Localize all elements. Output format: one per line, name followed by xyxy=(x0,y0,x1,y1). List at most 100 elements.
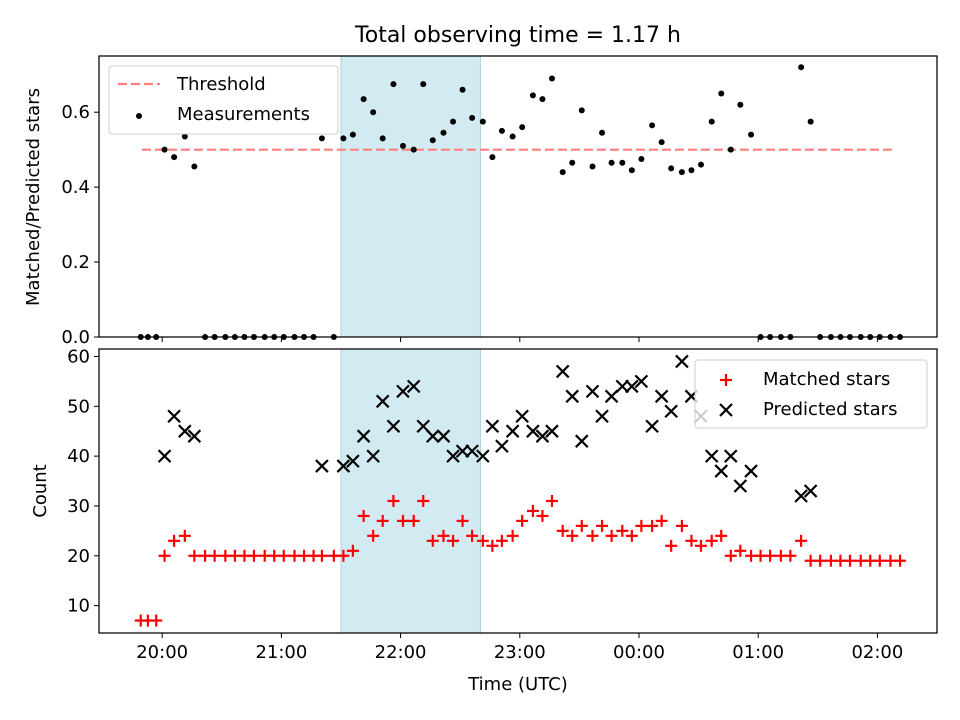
matched-point xyxy=(605,529,618,542)
measurement-point xyxy=(410,146,417,153)
matched-point xyxy=(795,534,808,547)
matched-point xyxy=(168,534,181,547)
measurement-point xyxy=(737,101,744,108)
measurement-point xyxy=(718,90,725,97)
measurement-point xyxy=(628,167,635,174)
count-legend-box xyxy=(694,359,928,429)
matched-point xyxy=(694,539,707,552)
matched-point xyxy=(367,529,380,542)
matched-point xyxy=(545,494,558,507)
matched-point xyxy=(150,614,163,627)
matched-point xyxy=(635,519,648,532)
measurement-point xyxy=(450,118,457,125)
legend-predicted-swatch xyxy=(719,403,733,417)
matched-point xyxy=(396,514,409,527)
predicted-point xyxy=(406,379,421,394)
matched-point xyxy=(784,549,797,562)
matched-point xyxy=(357,509,370,522)
matched-point xyxy=(665,539,678,552)
measurement-point xyxy=(318,135,325,142)
measurement-point xyxy=(489,154,496,161)
measurement-point xyxy=(349,131,356,138)
measurement-point xyxy=(548,75,555,82)
matched-point xyxy=(566,529,579,542)
chart-title: Total observing time = 1.17 h xyxy=(354,23,681,48)
matched-point xyxy=(734,544,747,557)
y-tick-label: 60 xyxy=(67,346,90,367)
matched-point xyxy=(516,514,529,527)
predicted-point xyxy=(485,419,500,434)
legend-predicted-label: Predicted stars xyxy=(763,399,897,420)
predicted-point xyxy=(574,434,589,448)
legend-threshold-label: Threshold xyxy=(176,74,266,95)
matched-point xyxy=(873,554,886,567)
predicted-point xyxy=(375,394,390,409)
measurement-point xyxy=(658,139,665,146)
y-tick-label: 30 xyxy=(67,496,90,517)
measurement-point xyxy=(379,135,386,142)
count-panel: 20:00 21:00 22:00 23:00 00:00 01:00 02:00 10 20 3… xyxy=(30,346,938,695)
measurement-point xyxy=(569,159,576,166)
predicted-point xyxy=(664,404,678,419)
measurement-point xyxy=(429,137,436,144)
matched-point xyxy=(178,529,191,542)
matched-point xyxy=(894,554,907,567)
predicted-point xyxy=(555,364,570,379)
matched-point xyxy=(526,504,539,517)
predicted-point xyxy=(495,439,509,453)
predicted-point xyxy=(425,429,440,443)
matched-point xyxy=(646,519,659,532)
predicted-point xyxy=(625,379,639,394)
matched-point xyxy=(426,534,439,547)
matched-point xyxy=(685,534,698,547)
matched-point xyxy=(764,549,777,562)
predicted-point xyxy=(386,419,401,434)
predicted-point xyxy=(724,449,738,463)
matched-point xyxy=(556,524,569,537)
predicted-point xyxy=(634,374,649,389)
predicted-point xyxy=(803,484,818,498)
predicted-point xyxy=(446,449,460,463)
predicted-point xyxy=(178,424,192,438)
matched-point xyxy=(277,549,290,562)
x-axis-label: Time (UTC) xyxy=(467,674,568,695)
predicted-point xyxy=(565,389,580,404)
matched-point xyxy=(724,549,737,562)
matched-point xyxy=(158,549,171,562)
matched-point xyxy=(315,549,328,562)
matched-point xyxy=(575,519,588,532)
predicted-point xyxy=(157,449,172,463)
measurement-point xyxy=(459,86,466,93)
matched-point xyxy=(655,514,668,527)
observing-window-highlight-top xyxy=(340,55,481,338)
ratio-axis-ticks: 0.0 0.2 0.4 0.6 xyxy=(61,102,878,348)
matched-point xyxy=(715,529,728,542)
y-tick-label: 20 xyxy=(67,546,90,567)
measurement-point xyxy=(399,142,406,149)
predicted-point xyxy=(476,449,490,463)
y-tick-label: 10 xyxy=(67,596,90,617)
matched-point xyxy=(337,549,350,562)
predicted-point xyxy=(704,449,719,463)
measurement-point xyxy=(807,118,814,125)
y-tick-label: 0.4 xyxy=(61,177,90,198)
ratio-y-axis-label: Matched/Predicted stars xyxy=(23,88,44,306)
ratio-legend: Threshold Measurements xyxy=(108,65,339,135)
matched-point xyxy=(625,529,638,542)
predicted-point xyxy=(366,449,380,463)
predicted-point xyxy=(585,384,600,399)
measurement-point xyxy=(440,129,447,136)
matched-point xyxy=(843,554,856,567)
ratio-axes-frame xyxy=(98,55,938,338)
predicted-point xyxy=(604,389,619,404)
matched-point xyxy=(437,529,450,542)
measurement-point xyxy=(498,127,505,134)
predicted-point xyxy=(654,389,669,404)
measurement-point xyxy=(519,124,526,131)
matched-point xyxy=(376,514,389,527)
matched-point xyxy=(536,509,549,522)
measurement-point xyxy=(390,81,397,88)
predicted-point xyxy=(526,424,540,438)
x-tick-label: 02:00 xyxy=(851,642,903,663)
